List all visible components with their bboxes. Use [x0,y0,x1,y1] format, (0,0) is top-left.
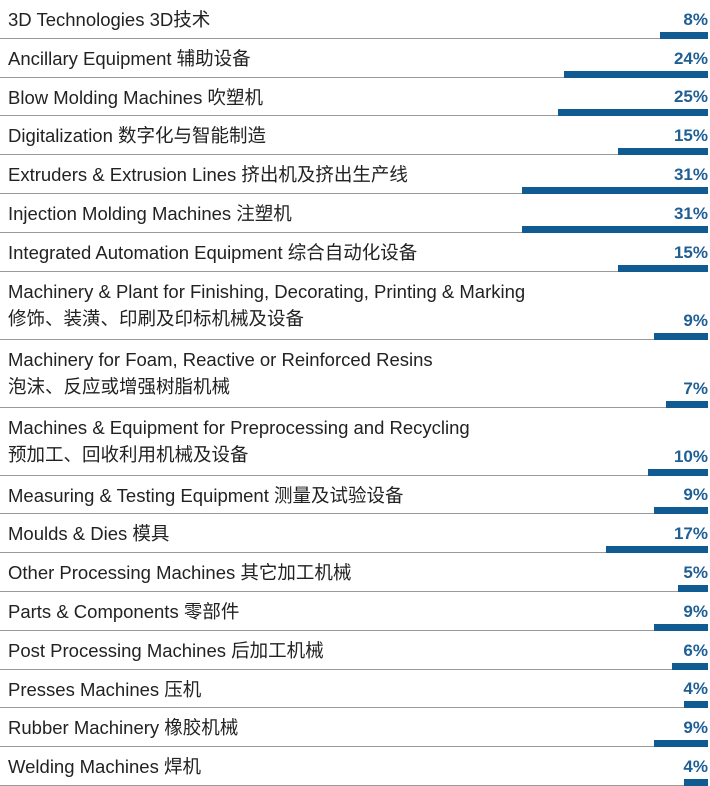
bar-row: Presses Machines 压机 4% [0,670,708,709]
category-label: Digitalization 数字化与智能制造 [8,125,267,147]
value-label: 25% [673,87,708,107]
bar-row: Measuring & Testing Equipment 测量及试验设备 9% [0,476,708,515]
bar-row: Machinery for Foam, Reactive or Reinforc… [0,340,708,408]
category-label: Rubber Machinery 橡胶机械 [8,717,239,739]
category-label: Extruders & Extrusion Lines 挤出机及挤出生产线 [8,164,408,186]
value-label: 9% [683,485,708,505]
bar [564,70,708,78]
bar-row: Machinery & Plant for Finishing, Decorat… [0,272,708,340]
category-label: Post Processing Machines 后加工机械 [8,639,324,661]
bar [654,507,708,515]
bar [654,740,708,748]
bar [618,148,708,156]
category-label: Parts & Components 零部件 [8,600,240,622]
bar-row: Blow Molding Machines 吹塑机 25% [0,78,708,117]
bar-row: Machines & Equipment for Preprocessing a… [0,408,708,476]
category-label: Moulds & Dies 模具 [8,523,170,545]
value-label: 5% [683,562,708,582]
category-label: Machinery & Plant for Finishing, Decorat… [8,280,526,329]
bar-row: Other Processing Machines 其它加工机械 5% [0,553,708,592]
bar-row: Extruders & Extrusion Lines 挤出机及挤出生产线 31% [0,155,708,194]
value-label: 31% [673,203,708,223]
category-label: Presses Machines 压机 [8,678,202,700]
bar [660,31,708,39]
bar [648,468,708,476]
bar [618,264,708,272]
value-label: 15% [673,242,708,262]
bar-row: Integrated Automation Equipment 综合自动化设备 1… [0,233,708,272]
category-label: Injection Molding Machines 注塑机 [8,202,292,224]
value-label: 4% [683,679,708,699]
value-label: 4% [683,756,708,776]
value-label: 17% [673,524,708,544]
bar [684,701,708,709]
value-label: 24% [673,48,708,68]
category-label: Measuring & Testing Equipment 测量及试验设备 [8,484,404,506]
bar [672,662,708,670]
bar-row: Injection Molding Machines 注塑机 31% [0,194,708,233]
value-label: 9% [683,601,708,621]
value-label: 15% [673,126,708,146]
bar [684,778,708,786]
bar [606,546,708,554]
value-label: 10% [673,446,708,466]
value-label: 8% [683,9,708,29]
category-label: Blow Molding Machines 吹塑机 [8,86,263,108]
bar-row: Digitalization 数字化与智能制造 15% [0,116,708,156]
bar [522,186,708,194]
value-label: 9% [683,718,708,738]
bar-row: Welding Machines 焊机 4% [0,747,708,786]
bar [522,225,708,233]
bar-row: Moulds & Dies 模具 17% [0,514,708,554]
value-label: 6% [683,640,708,660]
category-label: Machinery for Foam, Reactive or Reinforc… [8,348,433,397]
bar-row: Rubber Machinery 橡胶机械 9% [0,708,708,748]
value-label: 31% [673,164,708,184]
bar [654,332,708,340]
value-label: 7% [683,378,708,398]
category-label: Ancillary Equipment 辅助设备 [8,47,251,69]
bar [678,584,708,592]
bar [654,623,708,631]
bar-row: Post Processing Machines 后加工机械 6% [0,631,708,670]
category-label: Machines & Equipment for Preprocessing a… [8,416,470,465]
category-label: Other Processing Machines 其它加工机械 [8,562,352,584]
category-label: 3D Technologies 3D技术 [8,9,211,30]
bar-row: Parts & Components 零部件 9% [0,592,708,631]
category-label: Welding Machines 焊机 [8,756,201,778]
bar [558,109,708,117]
value-label: 9% [683,310,708,330]
category-label: Integrated Automation Equipment 综合自动化设备 [8,241,418,263]
bar-row: Ancillary Equipment 辅助设备 24% [0,39,708,78]
bar [666,400,708,408]
bar-row: 3D Technologies 3D技术 8% [0,0,708,39]
